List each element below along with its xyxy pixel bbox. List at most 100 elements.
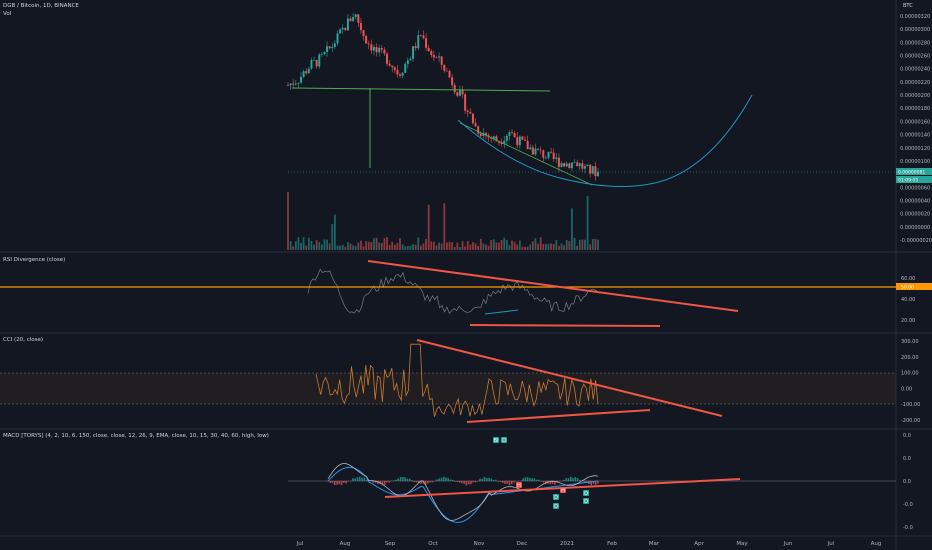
volume-bar <box>412 244 414 250</box>
candle-body <box>326 46 328 52</box>
candle-body <box>553 153 555 159</box>
volume-bar <box>436 246 438 250</box>
macd-histogram-bar <box>350 481 352 482</box>
candle-body <box>342 28 344 30</box>
candle-body <box>396 70 398 75</box>
time-tick-label: Jul <box>827 541 835 547</box>
horizontal-support-line[interactable] <box>292 88 550 91</box>
macd-histogram-bar <box>484 477 486 481</box>
candle-body <box>402 73 404 76</box>
macd-histogram-bar <box>404 477 406 481</box>
volume-bar <box>290 241 292 250</box>
macd-histogram-bar <box>497 481 499 482</box>
volume-bar <box>342 245 344 250</box>
candle-body <box>555 158 557 159</box>
cci-support-trendline[interactable] <box>467 410 650 422</box>
candle-body <box>537 149 539 150</box>
candle-body <box>441 56 443 64</box>
candle-body <box>534 149 536 155</box>
rsi-divergence-trendline[interactable] <box>368 261 738 311</box>
candle-body <box>511 132 513 133</box>
volume-bar <box>402 244 404 250</box>
macd-histogram-bar <box>354 478 356 481</box>
projected-curve[interactable] <box>458 95 752 187</box>
macd-histogram-bar <box>527 477 529 481</box>
cci-tick-label: -200.00 <box>901 418 920 424</box>
price-upper-trendline[interactable] <box>460 123 592 185</box>
macd-histogram-bar <box>345 481 347 483</box>
macd-histogram-bar <box>366 480 368 481</box>
macd-histogram-bar <box>352 478 354 481</box>
macd-histogram-bar <box>472 481 474 482</box>
volume-bar <box>446 242 448 250</box>
macd-badges: Bl DHHDDDD <box>493 437 589 510</box>
time-tick-label: Jun <box>783 541 793 547</box>
macd-histogram-bar <box>468 481 470 484</box>
volume-bar <box>394 245 396 250</box>
volume-bar <box>417 238 419 250</box>
candle-body <box>587 165 589 167</box>
macd-histogram-bar <box>395 480 397 481</box>
macd-histogram-bar <box>520 481 522 482</box>
candle-body <box>386 54 388 64</box>
volume-bar <box>391 242 393 250</box>
volume-bar <box>428 205 430 250</box>
macd-histogram-bar <box>493 480 495 481</box>
candle-body <box>438 56 440 57</box>
volume-bar <box>485 244 487 250</box>
candle-body <box>297 83 299 84</box>
volume-bar <box>584 240 586 250</box>
volume-bar <box>522 247 524 250</box>
volume-bar <box>329 243 331 250</box>
volume-bar <box>311 241 313 250</box>
candle-body <box>394 67 396 70</box>
volume-bar <box>337 246 339 250</box>
time-tick-label: Jul <box>296 541 304 547</box>
candle-body <box>347 18 349 30</box>
macd-histogram-bar <box>361 478 363 481</box>
macd-histogram-bar <box>329 481 331 483</box>
rsi-tick-label: 40.00 <box>901 297 915 303</box>
volume-bar <box>404 246 406 250</box>
candle-body <box>524 140 526 141</box>
volume-bar <box>350 243 352 250</box>
volume-bar <box>503 238 505 250</box>
macd-histogram-bar <box>454 481 456 482</box>
macd-histogram-bar <box>402 477 404 481</box>
macd-histogram-bar <box>486 478 488 481</box>
cci-tick-label: 100.00 <box>901 371 919 377</box>
volume-bar <box>339 245 341 250</box>
volume-bar <box>410 246 412 250</box>
volume-bar <box>321 244 323 250</box>
volume-bar <box>292 246 294 250</box>
candle-body <box>290 84 292 86</box>
rsi-support-trendline[interactable] <box>470 325 660 326</box>
macd-histogram-bar <box>579 480 581 481</box>
volume-bar <box>376 238 378 250</box>
macd-histogram-bar <box>341 481 343 485</box>
volume-bar <box>574 238 576 250</box>
candle-body <box>336 33 338 43</box>
volume-bar <box>331 224 333 250</box>
macd-histogram-bar <box>477 481 479 482</box>
volume-bar <box>456 243 458 250</box>
macd-histogram-bar <box>475 481 477 482</box>
macd-histogram-bar <box>336 481 338 485</box>
macd-histogram-bar <box>364 478 366 481</box>
volume-bar <box>397 243 399 250</box>
volume-bar <box>524 247 526 250</box>
candle-body <box>462 90 464 94</box>
macd-histogram-bar <box>529 478 531 481</box>
candle-body <box>443 65 445 71</box>
candle-body <box>433 55 435 57</box>
macd-histogram-bar <box>457 481 459 482</box>
volume-bar <box>537 244 539 250</box>
volume-bar <box>464 246 466 250</box>
volume-bar <box>287 192 289 250</box>
volume-bar <box>451 242 453 250</box>
macd-histogram-bar <box>413 481 415 482</box>
volume-bar <box>558 246 560 250</box>
candle-body <box>576 162 578 166</box>
candle-body <box>287 85 289 86</box>
